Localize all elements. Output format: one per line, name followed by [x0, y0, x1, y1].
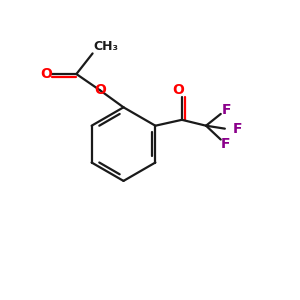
Text: F: F [221, 103, 231, 117]
Text: F: F [233, 122, 243, 136]
Text: O: O [94, 83, 106, 97]
Text: CH₃: CH₃ [93, 40, 118, 53]
Text: F: F [220, 137, 230, 151]
Text: O: O [40, 67, 52, 81]
Text: O: O [172, 83, 184, 98]
